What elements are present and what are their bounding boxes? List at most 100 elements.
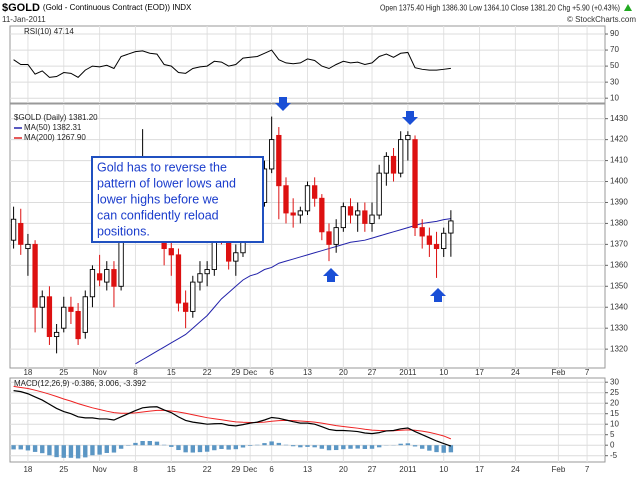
- histogram-bar: [419, 445, 425, 449]
- y-tick-label: 1400: [610, 177, 628, 186]
- candle-body: [362, 210, 368, 224]
- histogram-bar: [197, 445, 203, 453]
- histogram-bar: [111, 445, 117, 453]
- change-indicator: [624, 4, 632, 11]
- y-tick-label: 1360: [610, 260, 628, 269]
- histogram-bar: [441, 445, 446, 453]
- x-tick-label: 8: [133, 465, 138, 474]
- candle-body: [448, 220, 454, 234]
- x-tick-label: 20: [339, 368, 348, 377]
- x-tick-label: 13: [303, 465, 312, 474]
- histogram-bar: [269, 441, 274, 446]
- y-tick-label: 5: [610, 430, 615, 439]
- arrows: [275, 97, 446, 302]
- x-tick-label: 25: [59, 465, 68, 474]
- x-tick-label: Nov: [92, 465, 106, 474]
- histogram-bar: [333, 445, 339, 451]
- y-tick-label: 70: [610, 45, 619, 54]
- histogram-bar: [183, 445, 188, 453]
- histogram-bar: [169, 445, 174, 447]
- chart-title: $GOLD (Gold - Continuous Contract (EOD)) …: [2, 2, 192, 14]
- y-tick-label: 15: [610, 409, 619, 418]
- x-tick-label: 15: [167, 465, 176, 474]
- candle-body: [18, 222, 24, 245]
- histogram-bar: [68, 445, 74, 458]
- x-tick-label: 27: [368, 368, 377, 377]
- histogram-bar: [262, 443, 267, 446]
- x-tick-label: Feb: [552, 368, 566, 377]
- x-tick-label: Dec: [243, 465, 257, 474]
- x-tick-label: 10: [439, 368, 448, 377]
- y-tick-label: 30: [610, 77, 619, 86]
- candle-body: [412, 139, 418, 229]
- histogram-bar: [83, 445, 88, 458]
- candle-body: [25, 243, 31, 250]
- x-tick-label: 7: [585, 368, 590, 377]
- histogram-bar: [305, 445, 310, 447]
- candle-body: [441, 232, 447, 250]
- histogram-bar: [204, 445, 210, 452]
- y-tick-label: 10: [610, 93, 619, 102]
- y-tick-label: -5: [610, 451, 618, 460]
- legend-entry: MA(200) 1267.90: [24, 133, 86, 142]
- histogram-bar: [54, 445, 59, 458]
- candle-body: [383, 155, 390, 174]
- instrument-name: (Gold - Continuous Contract (EOD)) INDX: [43, 3, 192, 12]
- y-tick-label: 50: [610, 61, 619, 70]
- y-tick-label: 30: [610, 377, 619, 386]
- histogram-bar: [405, 443, 411, 446]
- candle-body: [347, 206, 354, 216]
- x-tick-label: 13: [303, 368, 312, 377]
- candle-body: [46, 296, 53, 338]
- candle-body: [390, 155, 397, 174]
- candle-body: [104, 269, 110, 283]
- rsi-legend: RSI(10) 47.14: [24, 27, 74, 36]
- histogram-bar: [118, 445, 124, 449]
- legend-entry: $GOLD (Daily) 1381.20: [14, 113, 98, 122]
- histogram-bar: [90, 445, 95, 456]
- candle-body: [68, 306, 74, 312]
- candle-body: [197, 273, 203, 283]
- x-tick-label: 18: [23, 465, 32, 474]
- chart-date: 11-Jan-2011: [2, 15, 46, 24]
- y-tick-label: 1390: [610, 198, 628, 207]
- x-tick-label: 24: [511, 368, 520, 377]
- x-tick-label: 24: [511, 465, 520, 474]
- x-tick-label: 27: [368, 465, 377, 474]
- x-tick-label: 17: [475, 368, 484, 377]
- y-tick-label: 25: [610, 388, 619, 397]
- candle-body: [168, 248, 174, 256]
- candle-body: [32, 243, 38, 308]
- y-tick-label: 1330: [610, 323, 628, 332]
- x-tick-label: 10: [439, 465, 448, 474]
- candle-body: [10, 218, 17, 241]
- x-tick-label: 17: [475, 465, 484, 474]
- candle-body: [426, 235, 433, 245]
- y-tick-label: 20: [610, 398, 619, 407]
- histogram-bar: [133, 442, 138, 446]
- up-arrow: [323, 268, 339, 282]
- histogram-bar: [154, 441, 160, 446]
- candle-body: [376, 172, 382, 216]
- x-tick-label: 22: [203, 465, 212, 474]
- x-tick-label: Dec: [243, 368, 257, 377]
- histogram-bar: [427, 445, 432, 451]
- up-arrow: [430, 288, 446, 302]
- histogram-bar: [247, 445, 253, 446]
- candle-body: [326, 231, 332, 245]
- x-tick-label: 6: [269, 465, 274, 474]
- rsi-line: [13, 49, 451, 78]
- annotation-line: positions.: [97, 224, 150, 238]
- candle-body: [369, 214, 375, 224]
- y-tick-label: 90: [610, 29, 619, 38]
- candle-body: [333, 227, 339, 245]
- legend-entry: MA(50) 1382.31: [24, 123, 82, 132]
- candle-body: [204, 269, 210, 275]
- x-tick-label: 6: [269, 368, 274, 377]
- candle-body: [283, 185, 289, 214]
- histogram-bar: [97, 445, 102, 455]
- y-tick-label: 0: [610, 440, 615, 449]
- annotation-line: pattern of lower lows and: [97, 176, 236, 190]
